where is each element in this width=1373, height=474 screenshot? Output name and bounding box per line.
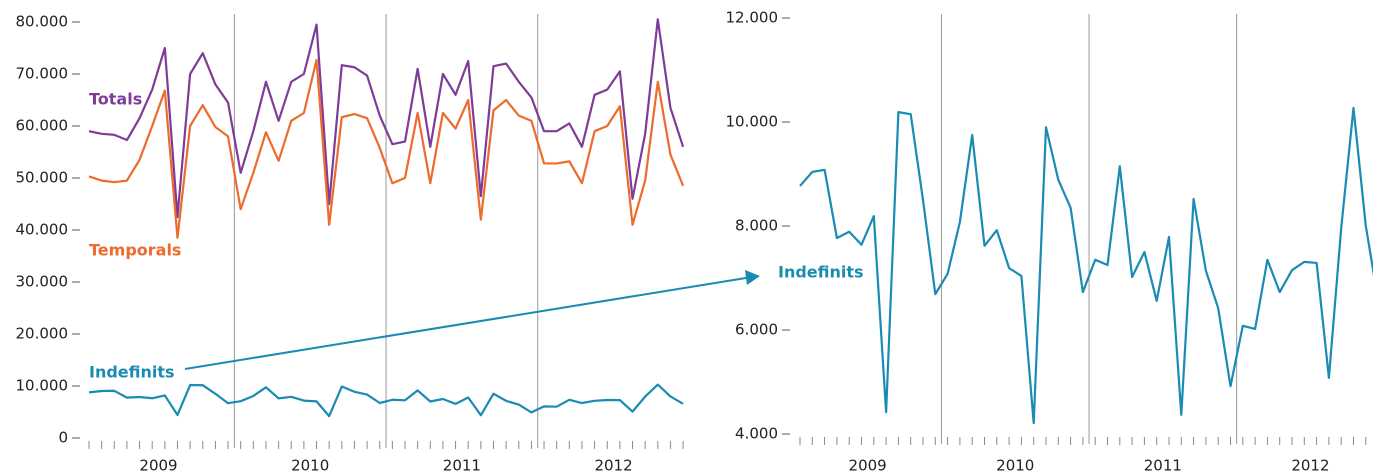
y-tick-label: 40.000 bbox=[16, 221, 69, 239]
y-tick-label: 10.000 bbox=[726, 113, 779, 131]
arrow-head bbox=[745, 270, 760, 285]
y-tick-label: 20.000 bbox=[16, 325, 69, 343]
series-line bbox=[88, 18, 685, 219]
x-year-label: 2010 bbox=[996, 457, 1034, 474]
series-line bbox=[88, 58, 685, 239]
series-line bbox=[88, 383, 684, 418]
x-year-label: 2009 bbox=[139, 457, 177, 474]
plot bbox=[88, 14, 685, 449]
y-tick-label: 30.000 bbox=[16, 273, 69, 291]
series-label: Temporals bbox=[89, 241, 181, 260]
y-tick-label: 70.000 bbox=[16, 65, 69, 83]
series-label: Indefinits bbox=[778, 263, 864, 282]
plot bbox=[799, 14, 1373, 445]
y-tick-label: 80.000 bbox=[16, 13, 69, 31]
x-year-label: 2011 bbox=[443, 457, 481, 474]
y-tick-label: 6.000 bbox=[735, 321, 778, 339]
series-line bbox=[799, 106, 1373, 425]
series-label: Totals bbox=[89, 90, 142, 109]
annotation-arrow bbox=[184, 276, 753, 370]
y-tick-label: 60.000 bbox=[16, 117, 69, 135]
y-tick-label: 4.000 bbox=[735, 425, 778, 443]
y-tick-label: 10.000 bbox=[16, 377, 69, 395]
y-tick-label: 0 bbox=[58, 429, 68, 447]
x-year-label: 2010 bbox=[291, 457, 329, 474]
x-year-label: 2012 bbox=[594, 457, 632, 474]
x-year-label: 2011 bbox=[1144, 457, 1182, 474]
y-tick-label: 12.000 bbox=[726, 9, 779, 27]
y-tick-label: 50.000 bbox=[16, 169, 69, 187]
series-label: Indefinits bbox=[89, 363, 175, 382]
x-year-label: 2012 bbox=[1291, 457, 1329, 474]
y-tick-label: 8.000 bbox=[735, 217, 778, 235]
x-year-label: 2009 bbox=[849, 457, 887, 474]
